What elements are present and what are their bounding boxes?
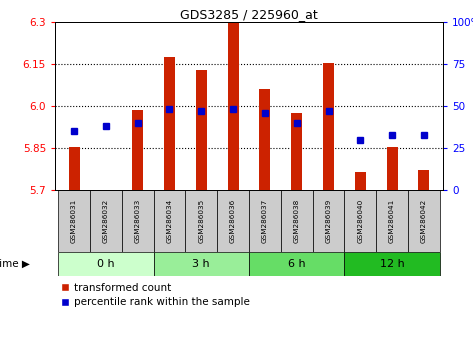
Text: GSM286034: GSM286034 xyxy=(166,199,173,243)
Text: 6 h: 6 h xyxy=(288,259,306,269)
FancyBboxPatch shape xyxy=(249,190,281,252)
Text: GSM286039: GSM286039 xyxy=(325,199,332,243)
Bar xyxy=(228,23,239,190)
Bar xyxy=(291,113,302,190)
Text: GSM286032: GSM286032 xyxy=(103,199,109,243)
FancyBboxPatch shape xyxy=(58,190,90,252)
Bar xyxy=(386,147,398,190)
FancyBboxPatch shape xyxy=(185,190,217,252)
Text: GSM286040: GSM286040 xyxy=(357,199,363,243)
Bar xyxy=(69,147,79,190)
Text: GSM286035: GSM286035 xyxy=(198,199,204,243)
FancyBboxPatch shape xyxy=(344,190,376,252)
Title: GDS3285 / 225960_at: GDS3285 / 225960_at xyxy=(180,8,318,21)
FancyBboxPatch shape xyxy=(217,190,249,252)
FancyBboxPatch shape xyxy=(376,190,408,252)
FancyBboxPatch shape xyxy=(408,190,440,252)
FancyBboxPatch shape xyxy=(154,252,249,276)
Text: GSM286036: GSM286036 xyxy=(230,199,236,243)
FancyBboxPatch shape xyxy=(154,190,185,252)
Text: 0 h: 0 h xyxy=(97,259,114,269)
Bar xyxy=(418,170,429,190)
Text: 3 h: 3 h xyxy=(193,259,210,269)
Bar xyxy=(323,63,334,190)
Bar xyxy=(259,89,271,190)
Legend: transformed count, percentile rank within the sample: transformed count, percentile rank withi… xyxy=(60,281,252,309)
Text: GSM286037: GSM286037 xyxy=(262,199,268,243)
FancyBboxPatch shape xyxy=(344,252,440,276)
Bar xyxy=(196,70,207,190)
Text: GSM286042: GSM286042 xyxy=(421,199,427,243)
Text: GSM286033: GSM286033 xyxy=(135,199,140,243)
FancyBboxPatch shape xyxy=(90,190,122,252)
Bar xyxy=(164,57,175,190)
Text: GSM286038: GSM286038 xyxy=(294,199,300,243)
FancyBboxPatch shape xyxy=(122,190,154,252)
FancyBboxPatch shape xyxy=(249,252,344,276)
Text: time ▶: time ▶ xyxy=(0,259,30,269)
Text: GSM286041: GSM286041 xyxy=(389,199,395,243)
FancyBboxPatch shape xyxy=(281,190,313,252)
Text: GSM286031: GSM286031 xyxy=(71,199,77,243)
Text: 12 h: 12 h xyxy=(380,259,404,269)
Bar xyxy=(132,110,143,190)
Bar xyxy=(355,172,366,190)
FancyBboxPatch shape xyxy=(58,252,154,276)
FancyBboxPatch shape xyxy=(313,190,344,252)
